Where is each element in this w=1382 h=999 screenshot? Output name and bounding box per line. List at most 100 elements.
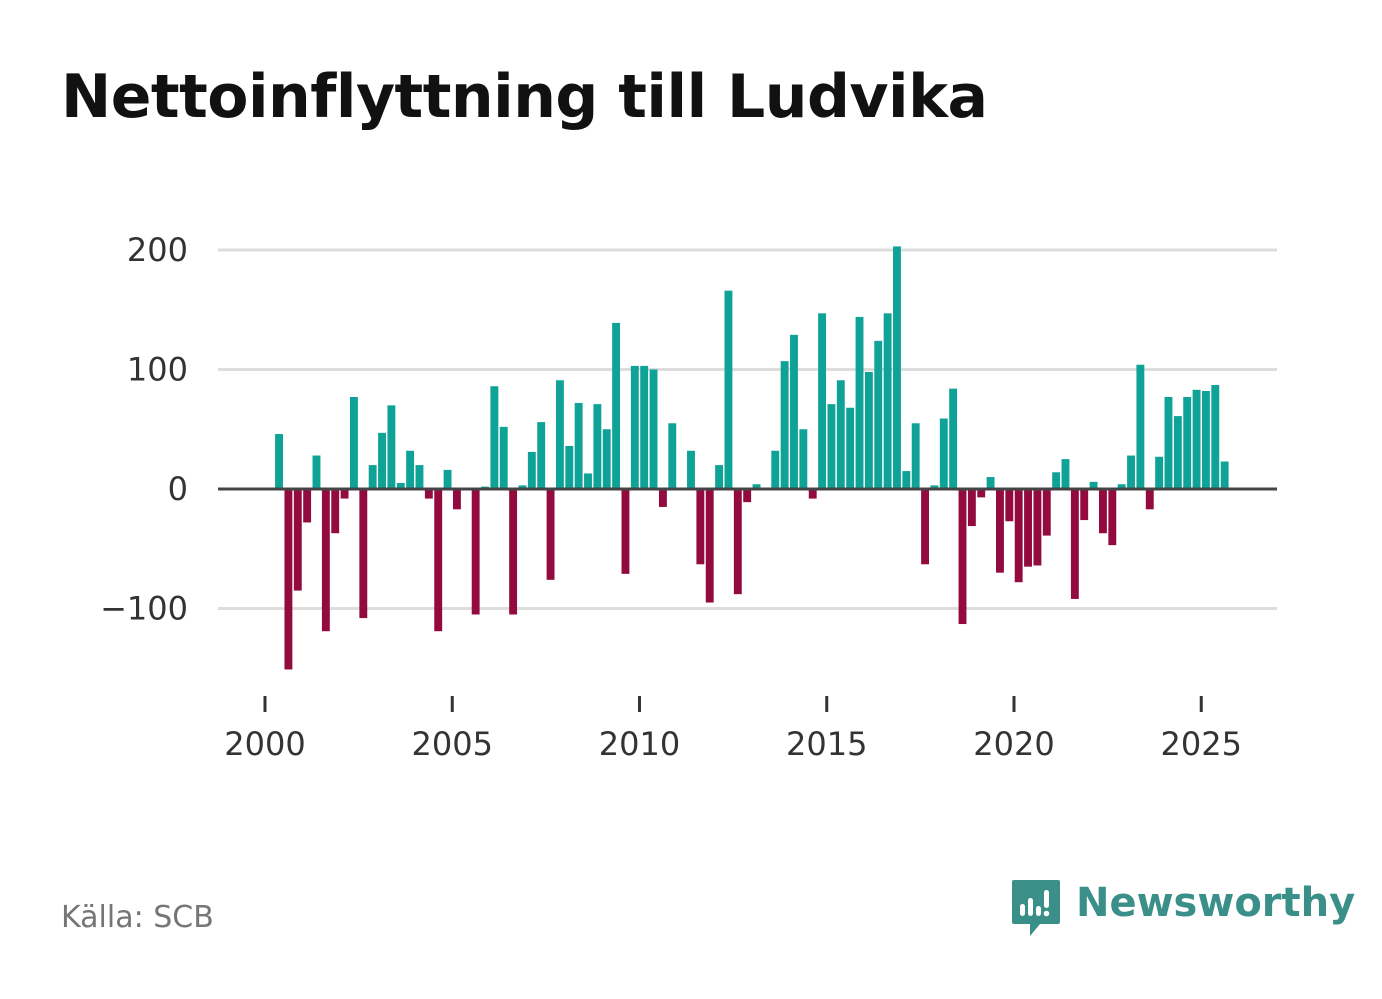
bar [527, 451, 536, 489]
brand-name: Newsworthy [1076, 880, 1356, 926]
bar [930, 485, 939, 489]
bar [902, 471, 911, 489]
bar [658, 489, 667, 507]
bar [443, 469, 452, 489]
bar [565, 445, 574, 489]
bar [921, 489, 930, 565]
bar [1108, 489, 1117, 546]
bar [471, 489, 480, 615]
bar [705, 489, 714, 603]
bar [1052, 472, 1061, 489]
bar [724, 290, 733, 489]
bar [1080, 489, 1089, 521]
bar [771, 450, 780, 489]
bar [855, 316, 864, 489]
bar [864, 371, 873, 489]
bar [602, 429, 611, 489]
bar [1211, 385, 1220, 489]
axes: −100 0 100 200 2000 2005 2010 2015 2020 2025 [100, 231, 1277, 763]
bar [1136, 364, 1145, 489]
y-tick-label: 200 [127, 231, 188, 269]
bar [893, 246, 901, 489]
bar [836, 380, 845, 489]
bar [349, 396, 358, 489]
bar [1024, 489, 1032, 567]
bar [321, 489, 330, 632]
bar [687, 450, 695, 489]
bar [359, 489, 368, 619]
bar [818, 313, 827, 489]
y-tick-label: 100 [127, 351, 188, 389]
bar [799, 429, 808, 489]
bar [780, 361, 789, 489]
bar [509, 489, 518, 615]
bar [303, 489, 312, 523]
x-tick-label: 2025 [1161, 725, 1242, 763]
bar [1183, 396, 1192, 489]
bar [743, 489, 752, 503]
bar [312, 455, 321, 489]
newsworthy-logo-icon [1012, 880, 1060, 936]
bar [808, 489, 817, 499]
bar [518, 485, 527, 489]
x-tick-label: 2005 [412, 725, 493, 763]
bar [911, 423, 920, 489]
bar [415, 465, 424, 489]
bar [967, 489, 976, 527]
bar [715, 465, 724, 489]
bar [630, 365, 639, 489]
bar [1089, 481, 1098, 489]
bar [996, 489, 1004, 573]
bar [874, 340, 883, 489]
bar [1164, 396, 1173, 489]
source-label: Källa: SCB [61, 900, 214, 935]
bar [284, 489, 293, 670]
bar [958, 489, 967, 625]
bar [1042, 489, 1051, 536]
x-tick-label: 2020 [973, 725, 1054, 763]
bar [827, 404, 836, 489]
bar [368, 465, 377, 489]
brand: Newsworthy [1010, 878, 1355, 942]
bar [1173, 416, 1182, 489]
x-tick-label: 2010 [599, 725, 680, 763]
bar [1033, 489, 1042, 566]
bar [939, 418, 948, 489]
bar [1070, 489, 1079, 599]
chart-title: Nettoinflyttning till Ludvika [61, 62, 988, 132]
bar [883, 313, 892, 489]
bar [584, 473, 592, 489]
bar [846, 407, 855, 489]
bar [593, 404, 602, 489]
bar [1192, 389, 1201, 489]
bar [396, 483, 405, 489]
bar [649, 369, 658, 489]
bar [499, 426, 508, 489]
bar [949, 388, 958, 489]
bars [275, 246, 1229, 670]
bar [977, 489, 986, 498]
bar [1201, 391, 1210, 489]
bar [340, 489, 349, 499]
bar [612, 322, 621, 489]
bar [1155, 456, 1164, 489]
bar [668, 423, 677, 489]
bar [621, 489, 630, 574]
bar [574, 402, 583, 489]
bar [275, 434, 283, 489]
x-tick-label: 2000 [224, 725, 305, 763]
x-tick-label: 2015 [786, 725, 867, 763]
bar [790, 334, 798, 489]
bar [452, 489, 461, 510]
bar [331, 489, 340, 534]
bar [387, 405, 396, 489]
bar [1117, 484, 1126, 489]
bar [752, 484, 761, 489]
bar [1014, 489, 1023, 583]
bar [293, 489, 302, 591]
bar [733, 489, 742, 595]
bar [1061, 459, 1070, 490]
bar [1005, 489, 1014, 522]
y-tick-label: 0 [168, 470, 188, 508]
gridlines [218, 248, 1277, 610]
